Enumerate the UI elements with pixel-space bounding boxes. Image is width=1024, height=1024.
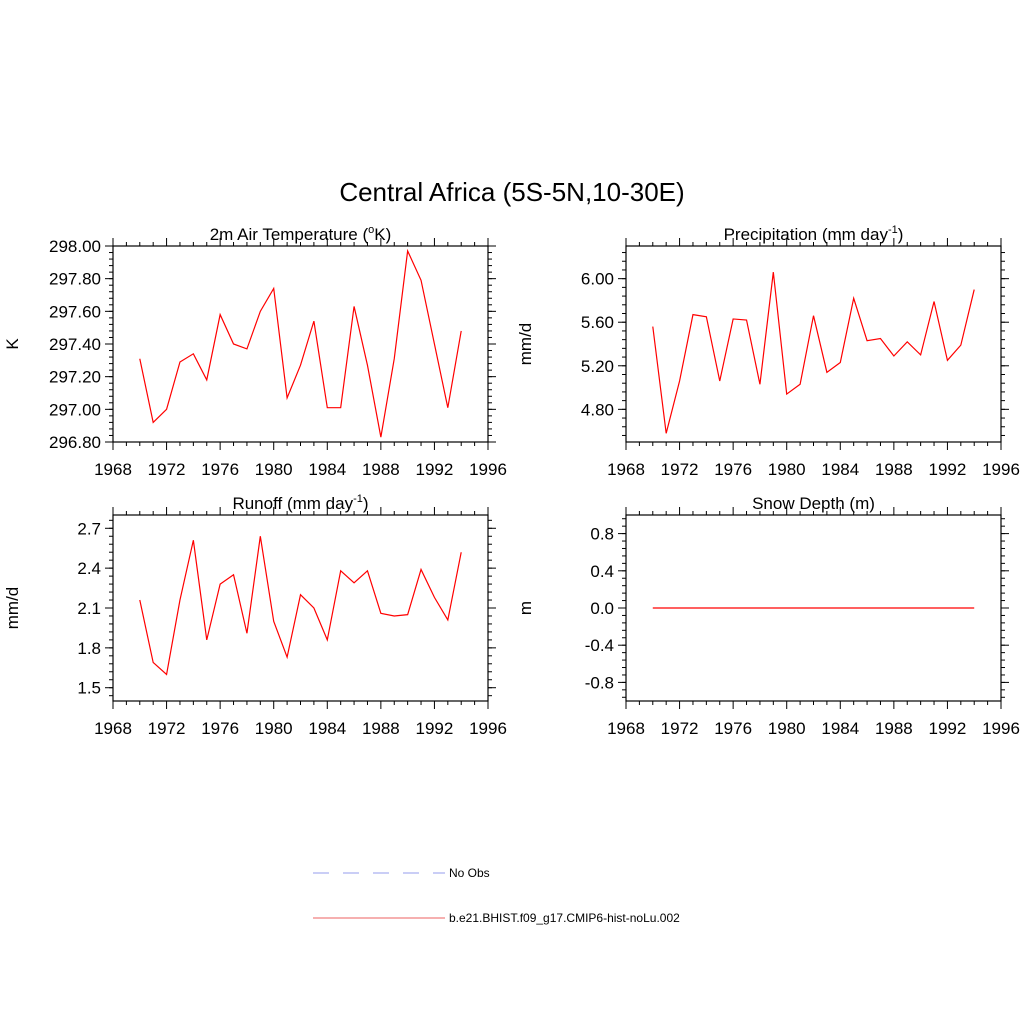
x-tick-label: 1976	[201, 460, 239, 479]
x-tick-label: 1980	[255, 460, 293, 479]
y-tick-label: 2.1	[77, 599, 101, 618]
x-tick-label: 1980	[768, 460, 806, 479]
figure-title: Central Africa (5S-5N,10-30E)	[339, 177, 684, 207]
panel-runoff: Runoff (mm day-1) mm/d 1968 1972 1976 1980 198…	[3, 493, 507, 738]
plot-frame	[625, 245, 1002, 443]
x-tick-label: 1984	[821, 719, 859, 738]
x-tick-label: 1992	[416, 719, 454, 738]
y-tick-label: 298.00	[49, 237, 101, 256]
x-tick-label: 1988	[362, 719, 400, 738]
y-tick-label: 4.80	[581, 400, 614, 419]
x-tick-label: 1972	[148, 719, 186, 738]
y-tick-label: 297.20	[49, 368, 101, 387]
y-tick-label: 2.4	[77, 559, 101, 578]
y-tick-label: 6.00	[581, 270, 614, 289]
x-tick-label: 1976	[714, 460, 752, 479]
y-axis-label: mm/d	[516, 323, 535, 366]
plot-frame	[112, 245, 489, 443]
x-tick-label: 1996	[469, 460, 507, 479]
legend-label-no-obs: No Obs	[449, 866, 490, 880]
x-tick-label: 1976	[714, 719, 752, 738]
panel-snow-depth: Snow Depth (m) m 1968 1972 1976 1980 1984 1988 1…	[516, 494, 1020, 738]
y-tick-label: 297.60	[49, 302, 101, 321]
panel-title-air-temperature: 2m Air Temperature (oK)	[210, 224, 392, 244]
y-tick-label: 2.7	[77, 519, 101, 538]
x-tick-label: 1984	[821, 460, 859, 479]
y-tick-label: 0.8	[590, 525, 614, 544]
y-axis-label: mm/d	[3, 587, 22, 630]
panel-title-snow-depth: Snow Depth (m)	[752, 494, 875, 513]
x-tick-label: 1972	[661, 719, 699, 738]
x-tick-label: 1996	[982, 460, 1020, 479]
y-tick-label: 297.00	[49, 400, 101, 419]
y-tick-label: 5.20	[581, 357, 614, 376]
y-tick-label: 1.5	[77, 679, 101, 698]
x-tick-label: 1988	[362, 460, 400, 479]
x-tick-label: 1980	[768, 719, 806, 738]
y-tick-label: 0.4	[590, 562, 614, 581]
y-tick-label: 297.80	[49, 270, 101, 289]
series-line-air-temperature	[139, 248, 462, 438]
panel-title-precipitation: Precipitation (mm day-1)	[724, 224, 904, 244]
x-tick-label: 1980	[255, 719, 293, 738]
y-tick-label: 296.80	[49, 433, 101, 452]
x-tick-label: 1968	[607, 460, 645, 479]
y-tick-label: 5.60	[581, 313, 614, 332]
panel-title-runoff: Runoff (mm day-1)	[232, 493, 368, 513]
x-tick-label: 1972	[661, 460, 699, 479]
x-tick-label: 1992	[929, 719, 967, 738]
series-line-runoff	[139, 536, 462, 676]
x-tick-label: 1988	[875, 719, 913, 738]
panel-air-temperature: 2m Air Temperature (oK) K 1968 1972 1976 1980…	[3, 224, 507, 479]
x-tick-label: 1968	[94, 719, 132, 738]
y-tick-label: 0.0	[590, 599, 614, 618]
plot-frame	[112, 514, 489, 702]
legend: No Obs b.e21.BHIST.f09_g17.CMIP6-hist-no…	[313, 866, 680, 925]
x-tick-label: 1972	[148, 460, 186, 479]
x-tick-label: 1996	[469, 719, 507, 738]
y-tick-label: -0.4	[585, 636, 614, 655]
legend-label-model: b.e21.BHIST.f09_g17.CMIP6-hist-noLu.002	[449, 911, 680, 925]
x-tick-label: 1984	[308, 460, 346, 479]
y-tick-label: 1.8	[77, 639, 101, 658]
x-tick-label: 1992	[929, 460, 967, 479]
y-axis-label: m	[516, 601, 535, 615]
series-line-precipitation	[652, 272, 975, 434]
y-tick-label: -0.8	[585, 673, 614, 692]
x-tick-label: 1996	[982, 719, 1020, 738]
x-tick-label: 1988	[875, 460, 913, 479]
x-tick-label: 1992	[416, 460, 454, 479]
x-tick-label: 1984	[308, 719, 346, 738]
y-axis-label: K	[3, 338, 22, 350]
x-tick-label: 1968	[94, 460, 132, 479]
x-tick-label: 1968	[607, 719, 645, 738]
y-tick-label: 297.40	[49, 335, 101, 354]
panel-precipitation: Precipitation (mm day-1) mm/d 1968 1972 1976…	[516, 224, 1020, 479]
x-tick-label: 1976	[201, 719, 239, 738]
